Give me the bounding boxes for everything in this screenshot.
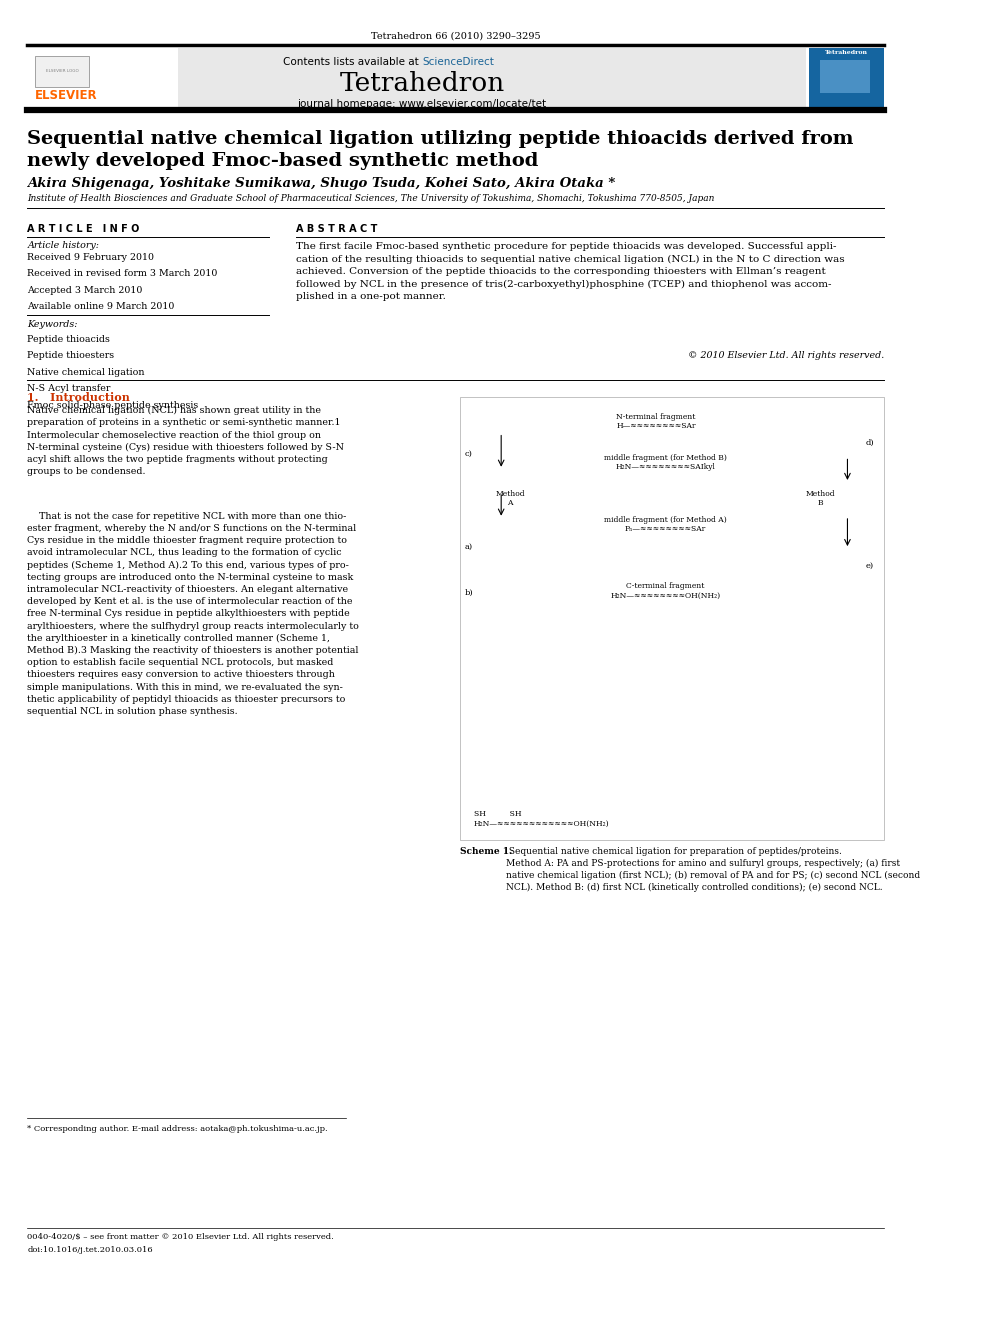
Text: a): a) <box>464 542 473 550</box>
Text: Akira Shigenaga, Yoshitake Sumikawa, Shugo Tsuda, Kohei Sato, Akira Otaka *: Akira Shigenaga, Yoshitake Sumikawa, Shu… <box>28 177 616 191</box>
Bar <box>28 48 806 108</box>
Text: newly developed Fmoc-based synthetic method: newly developed Fmoc-based synthetic met… <box>28 152 539 171</box>
Text: The first facile Fmoc-based synthetic procedure for peptide thioacids was develo: The first facile Fmoc-based synthetic pr… <box>297 242 845 302</box>
Text: Received 9 February 2010: Received 9 February 2010 <box>28 253 155 262</box>
Text: 1.   Introduction: 1. Introduction <box>28 392 130 402</box>
Text: doi:10.1016/j.tet.2010.03.016: doi:10.1016/j.tet.2010.03.016 <box>28 1246 153 1254</box>
Text: A B S T R A C T: A B S T R A C T <box>297 224 378 234</box>
Text: Keywords:: Keywords: <box>28 320 77 329</box>
Text: Accepted 3 March 2010: Accepted 3 March 2010 <box>28 286 143 295</box>
Text: H₂N—≈≈≈≈≈≈≈≈OH(NH₂): H₂N—≈≈≈≈≈≈≈≈OH(NH₂) <box>610 591 720 599</box>
Text: b): b) <box>464 589 473 597</box>
Text: Method
A: Method A <box>495 490 525 507</box>
Text: c): c) <box>464 450 472 458</box>
Bar <box>820 60 870 93</box>
Text: middle fragment (for Method B): middle fragment (for Method B) <box>604 454 726 462</box>
Text: Method
B: Method B <box>806 490 835 507</box>
Text: Sequential native chemical ligation utilizing peptide thioacids derived from: Sequential native chemical ligation util… <box>28 130 854 148</box>
Text: © 2010 Elsevier Ltd. All rights reserved.: © 2010 Elsevier Ltd. All rights reserved… <box>687 351 884 360</box>
Bar <box>809 48 884 108</box>
Text: That is not the case for repetitive NCL with more than one thio-
ester fragment,: That is not the case for repetitive NCL … <box>28 512 359 716</box>
Text: ScienceDirect: ScienceDirect <box>422 57 494 67</box>
Text: Article history:: Article history: <box>28 241 99 250</box>
Text: Available online 9 March 2010: Available online 9 March 2010 <box>28 302 175 311</box>
Text: Scheme 1.: Scheme 1. <box>460 847 513 856</box>
Text: Institute of Health Biosciences and Graduate School of Pharmaceutical Sciences, : Institute of Health Biosciences and Grad… <box>28 194 714 204</box>
Text: C-terminal fragment: C-terminal fragment <box>626 582 704 590</box>
Text: Received in revised form 3 March 2010: Received in revised form 3 March 2010 <box>28 269 217 278</box>
Text: * Corresponding author. E-mail address: aotaka@ph.tokushima-u.ac.jp.: * Corresponding author. E-mail address: … <box>28 1125 328 1132</box>
Text: e): e) <box>866 562 874 570</box>
Text: journal homepage: www.elsevier.com/locate/tet: journal homepage: www.elsevier.com/locat… <box>298 99 547 110</box>
Text: Peptide thioacids: Peptide thioacids <box>28 335 110 344</box>
Text: H—≈≈≈≈≈≈≈≈SAr: H—≈≈≈≈≈≈≈≈SAr <box>616 422 695 430</box>
Text: Native chemical ligation (NCL) has shown great utility in the
preparation of pro: Native chemical ligation (NCL) has shown… <box>28 406 344 476</box>
Text: H₂N—≈≈≈≈≈≈≈≈≈≈≈≈OH(NH₂): H₂N—≈≈≈≈≈≈≈≈≈≈≈≈OH(NH₂) <box>474 820 609 828</box>
Text: Tetrahedron: Tetrahedron <box>339 71 505 97</box>
Text: Sequential native chemical ligation for preparation of peptides/proteins.
Method: Sequential native chemical ligation for … <box>506 847 920 892</box>
Bar <box>28 48 178 108</box>
Text: Tetrahedron 66 (2010) 3290–3295: Tetrahedron 66 (2010) 3290–3295 <box>371 32 541 41</box>
Text: Native chemical ligation: Native chemical ligation <box>28 368 145 377</box>
Text: H₂N—≈≈≈≈≈≈≈≈SAIkyl: H₂N—≈≈≈≈≈≈≈≈SAIkyl <box>615 463 715 471</box>
Text: Contents lists available at: Contents lists available at <box>283 57 422 67</box>
Text: ELSEVIER LOGO: ELSEVIER LOGO <box>46 69 78 73</box>
Text: Tetrahedron: Tetrahedron <box>825 50 868 56</box>
Text: d): d) <box>866 439 874 447</box>
Text: Fmoc solid-phase peptide synthesis: Fmoc solid-phase peptide synthesis <box>28 401 198 410</box>
Text: Pₙ—≈≈≈≈≈≈≈≈SAr: Pₙ—≈≈≈≈≈≈≈≈SAr <box>625 525 706 533</box>
Text: SH          SH: SH SH <box>474 810 522 818</box>
Text: N-S Acyl transfer: N-S Acyl transfer <box>28 384 111 393</box>
Text: N-terminal fragment: N-terminal fragment <box>616 413 695 421</box>
Text: A R T I C L E   I N F O: A R T I C L E I N F O <box>28 224 140 234</box>
Text: 0040-4020/$ – see front matter © 2010 Elsevier Ltd. All rights reserved.: 0040-4020/$ – see front matter © 2010 El… <box>28 1233 334 1241</box>
Text: middle fragment (for Method A): middle fragment (for Method A) <box>604 516 726 524</box>
Text: Peptide thioesters: Peptide thioesters <box>28 351 114 360</box>
Text: ELSEVIER: ELSEVIER <box>35 89 97 102</box>
Bar <box>35 56 89 87</box>
Bar <box>460 397 884 840</box>
